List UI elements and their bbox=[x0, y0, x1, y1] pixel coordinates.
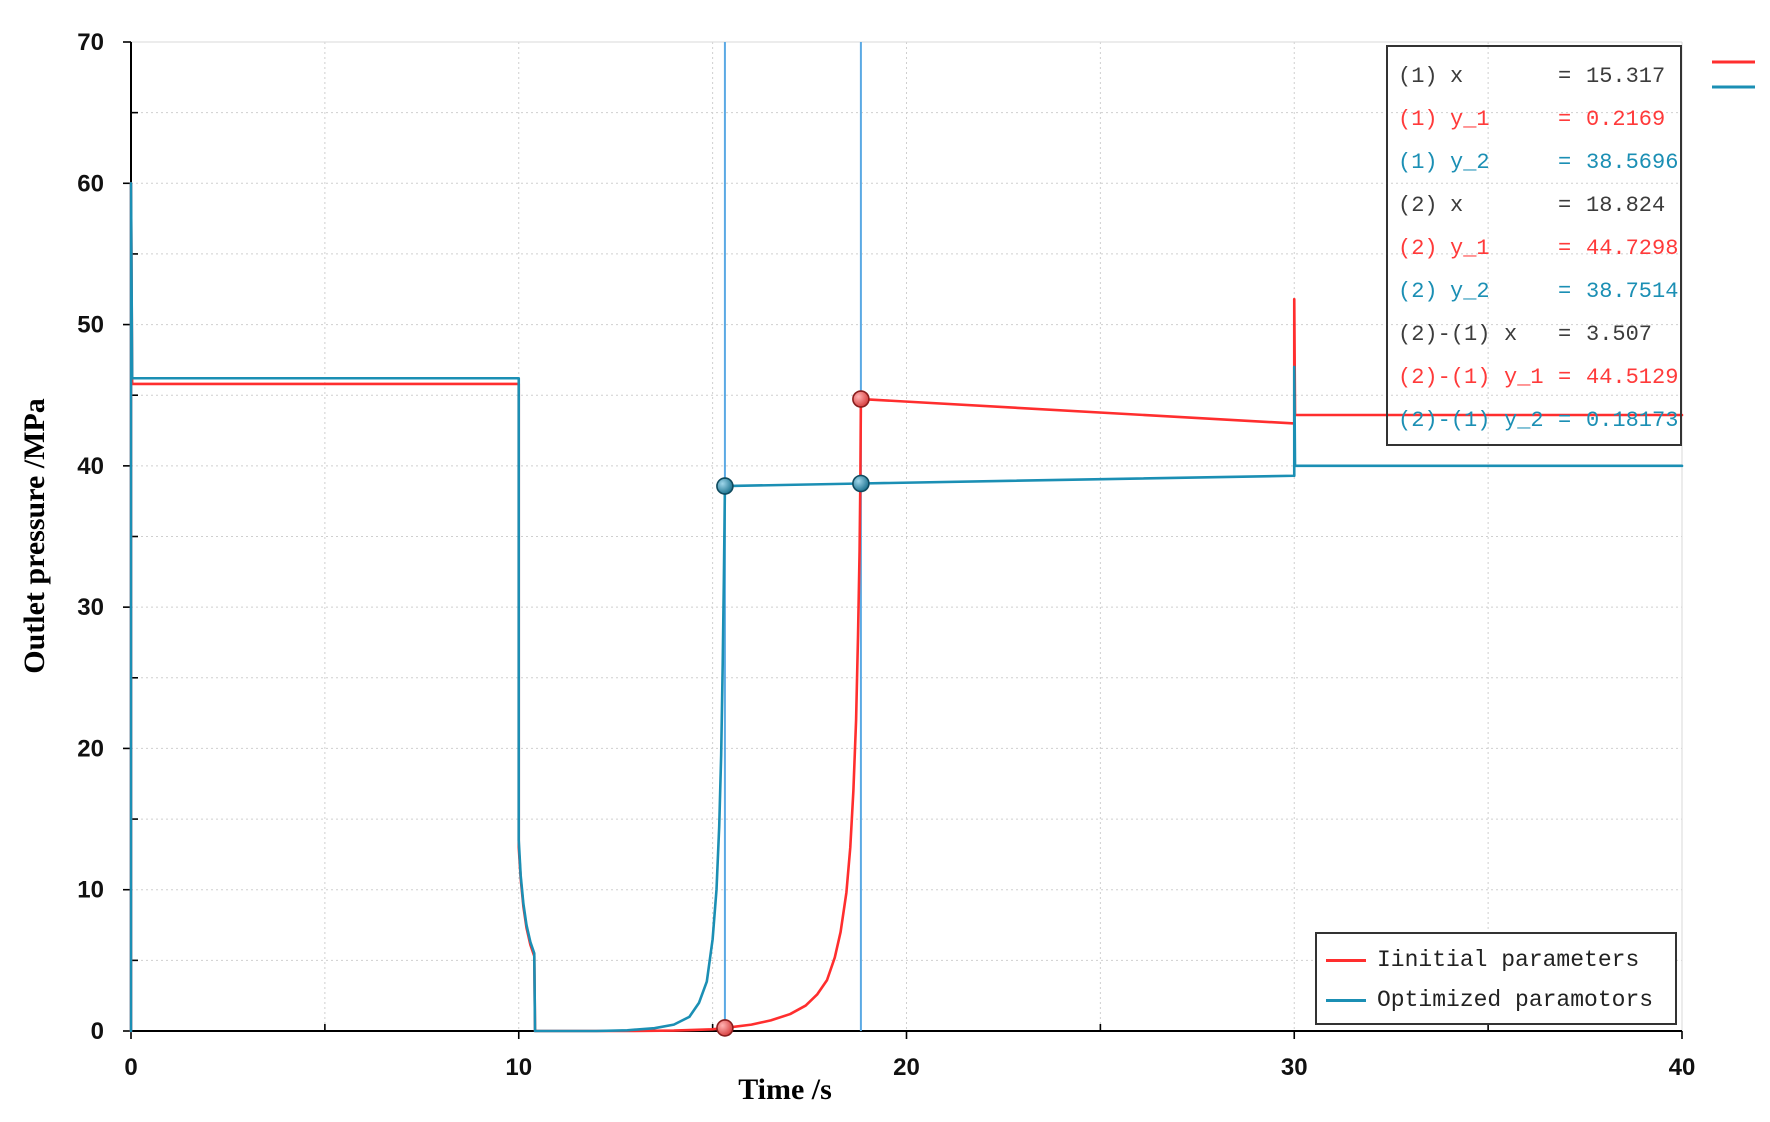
x-tick-label: 30 bbox=[1281, 1054, 1308, 1081]
readout-id: (1) bbox=[1398, 64, 1438, 89]
legend-swatch-line bbox=[1326, 959, 1366, 962]
readout-row: (2) y_1 = 44.7298 bbox=[1388, 234, 1680, 264]
legend-item-optimized: Optimized paramotors bbox=[1317, 986, 1675, 1014]
readout-equals-sign: = bbox=[1558, 322, 1572, 347]
cursor-marker-point bbox=[716, 1019, 734, 1037]
x-tick-label: 40 bbox=[1669, 1054, 1696, 1081]
readout-row: (1) x = 15.317 bbox=[1388, 62, 1680, 92]
readout-value: 38.5696 bbox=[1586, 150, 1679, 175]
readout-value: 44.5129 bbox=[1586, 365, 1679, 390]
cursor-marker-point bbox=[716, 477, 734, 495]
readout-variable: y_2 bbox=[1504, 408, 1544, 433]
tick-labels: 0 10 20 30 40 0 10 20 30 40 50 60 70 bbox=[77, 29, 1695, 1081]
readout-equals-sign: = bbox=[1558, 365, 1572, 390]
cursor-legend-stub bbox=[1712, 60, 1755, 89]
readout-id: (2)-(1) bbox=[1398, 322, 1491, 347]
legend-label: Optimized paramotors bbox=[1377, 987, 1654, 1013]
readout-variable: y_1 bbox=[1450, 107, 1490, 132]
readout-id: (2) bbox=[1398, 236, 1438, 261]
readout-equals-sign: = bbox=[1558, 107, 1572, 132]
legend: Iinitial parameters Optimized paramotors bbox=[1315, 932, 1677, 1025]
cursor-readout-box: (1) x = 15.317 (1) y_1 = 0.2169 (1) y_2 = 38.5696 (2… bbox=[1386, 45, 1682, 446]
readout-equals-sign: = bbox=[1558, 236, 1572, 261]
legend-swatch-line bbox=[1326, 999, 1366, 1002]
readout-equals-sign: = bbox=[1558, 64, 1572, 89]
readout-value: 0.18173 bbox=[1586, 408, 1679, 433]
y-tick-label: 40 bbox=[77, 453, 104, 480]
cursor-marker-point bbox=[852, 474, 870, 493]
readout-value: 15.317 bbox=[1586, 64, 1666, 89]
legend-item-initial: Iinitial parameters bbox=[1317, 946, 1675, 974]
readout-row: (2)-(1) y_1 = 44.5129 bbox=[1388, 363, 1680, 393]
readout-variable: y_1 bbox=[1450, 236, 1490, 261]
readout-variable: x bbox=[1504, 322, 1518, 347]
cursor-markers bbox=[716, 390, 870, 1037]
readout-row: (1) y_2 = 38.5696 bbox=[1388, 148, 1680, 178]
readout-id: (1) bbox=[1398, 107, 1438, 132]
readout-value: 44.7298 bbox=[1586, 236, 1679, 261]
readout-variable: y_2 bbox=[1450, 150, 1490, 175]
readout-id: (1) bbox=[1398, 150, 1438, 175]
readout-id: (2) bbox=[1398, 193, 1438, 218]
x-tick-label: 10 bbox=[505, 1054, 532, 1081]
readout-equals-sign: = bbox=[1558, 193, 1572, 218]
x-axis-title: Time /s bbox=[738, 1073, 832, 1106]
readout-id: (2)-(1) bbox=[1398, 365, 1491, 390]
readout-value: 38.7514 bbox=[1586, 279, 1679, 304]
y-tick-label: 0 bbox=[91, 1018, 104, 1045]
y-tick-label: 30 bbox=[77, 594, 104, 621]
readout-equals-sign: = bbox=[1558, 279, 1572, 304]
y-tick-label: 10 bbox=[77, 877, 104, 904]
readout-value: 3.507 bbox=[1586, 322, 1653, 347]
readout-row: (1) y_1 = 0.2169 bbox=[1388, 105, 1680, 135]
y-axis-title: Outlet pressure /MPa bbox=[18, 398, 51, 674]
readout-row: (2)-(1) y_2 = 0.18173 bbox=[1388, 406, 1680, 436]
readout-row: (2) y_2 = 38.7514 bbox=[1388, 277, 1680, 307]
readout-variable: y_1 bbox=[1504, 365, 1544, 390]
x-tick-label: 20 bbox=[893, 1054, 920, 1081]
readout-row: (2) x = 18.824 bbox=[1388, 191, 1680, 221]
legend-label: Iinitial parameters bbox=[1377, 947, 1640, 973]
grid bbox=[131, 41, 1683, 1031]
readout-row: (2)-(1) x = 3.507 bbox=[1388, 320, 1680, 350]
cursor-marker-point bbox=[852, 390, 870, 408]
readout-variable: x bbox=[1450, 193, 1464, 218]
readout-value: 0.2169 bbox=[1586, 107, 1666, 132]
x-tick-label: 0 bbox=[124, 1054, 137, 1081]
y-tick-label: 60 bbox=[77, 170, 104, 197]
readout-variable: x bbox=[1450, 64, 1464, 89]
readout-value: 18.824 bbox=[1586, 193, 1666, 218]
readout-id: (2)-(1) bbox=[1398, 408, 1491, 433]
readout-equals-sign: = bbox=[1558, 408, 1572, 433]
y-tick-label: 70 bbox=[77, 29, 104, 56]
y-tick-label: 20 bbox=[77, 735, 104, 762]
readout-variable: y_2 bbox=[1450, 279, 1490, 304]
y-tick-label: 50 bbox=[77, 312, 104, 339]
readout-equals-sign: = bbox=[1558, 150, 1572, 175]
readout-id: (2) bbox=[1398, 279, 1438, 304]
